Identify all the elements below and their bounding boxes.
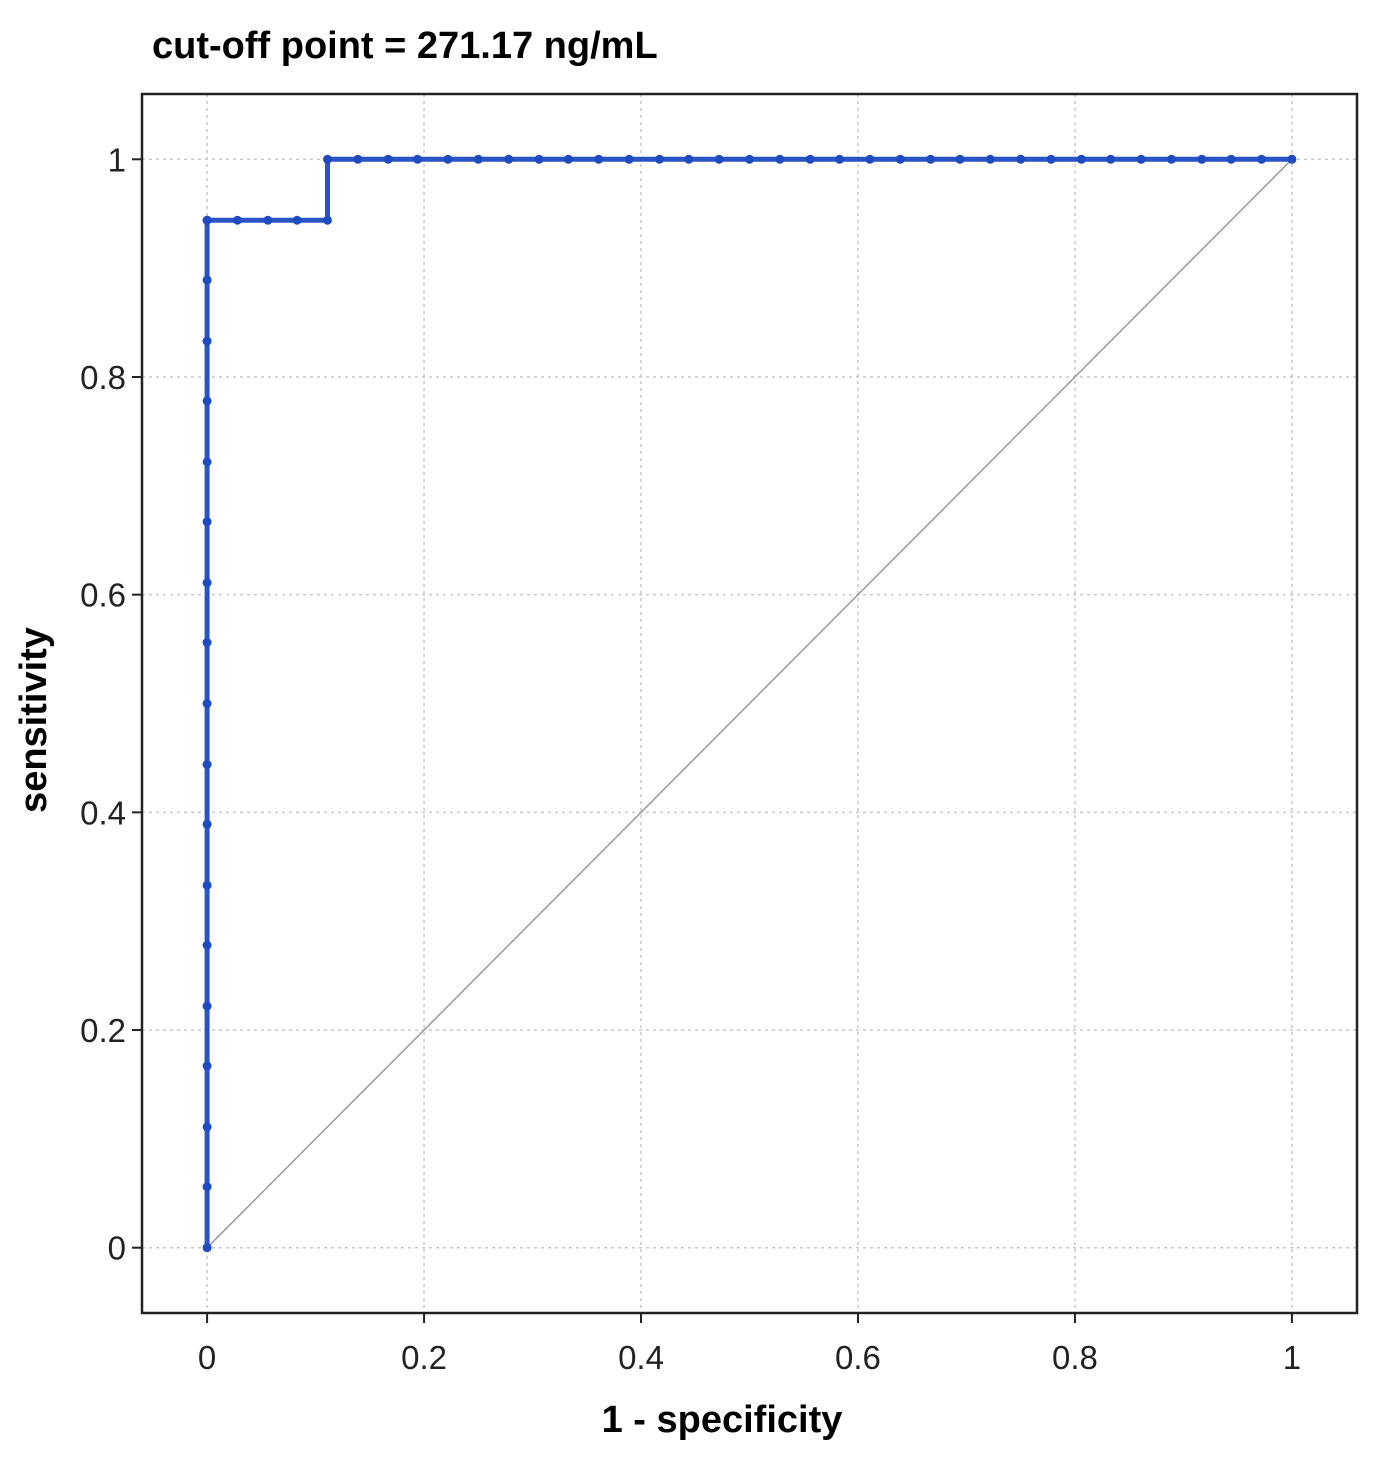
- roc-point: [263, 215, 273, 225]
- roc-point: [202, 215, 212, 225]
- roc-point: [624, 154, 634, 164]
- roc-point: [202, 457, 212, 467]
- y-axis-ticks: 0 0.2 0.4 0.6 0.8 1: [80, 141, 142, 1267]
- roc-point: [202, 1122, 212, 1132]
- roc-point: [835, 154, 845, 164]
- y-tick-label: 0.2: [80, 1012, 126, 1049]
- roc-point: [202, 638, 212, 648]
- roc-point: [202, 275, 212, 285]
- roc-point: [714, 154, 724, 164]
- y-tick-label: 0.4: [80, 794, 126, 831]
- roc-point: [202, 819, 212, 829]
- roc-point: [1106, 154, 1116, 164]
- y-tick-label: 1: [108, 141, 126, 178]
- roc-point: [1226, 154, 1236, 164]
- x-axis-ticks: 0 0.2 0.4 0.6 0.8 1: [198, 1313, 1301, 1376]
- roc-point: [654, 154, 664, 164]
- y-tick-label: 0.8: [80, 359, 126, 396]
- roc-point: [232, 215, 242, 225]
- roc-point: [202, 940, 212, 950]
- x-tick-label: 0.4: [618, 1339, 664, 1376]
- roc-point: [684, 154, 694, 164]
- roc-point: [353, 154, 363, 164]
- roc-point: [1016, 154, 1026, 164]
- plot-frame: [140, 92, 1359, 1315]
- roc-point: [292, 215, 302, 225]
- roc-point: [1257, 154, 1267, 164]
- roc-point: [1197, 154, 1207, 164]
- x-tick-label: 0.6: [835, 1339, 881, 1376]
- roc-point: [745, 154, 754, 164]
- roc-point: [563, 154, 573, 164]
- x-tick-label: 0.8: [1052, 1339, 1098, 1376]
- roc-point: [443, 154, 453, 164]
- roc-point: [985, 154, 995, 164]
- roc-point: [805, 154, 815, 164]
- roc-point: [323, 215, 333, 225]
- roc-point: [926, 154, 936, 164]
- x-tick-label: 0: [198, 1339, 216, 1376]
- roc-point: [865, 154, 875, 164]
- roc-point: [202, 396, 212, 406]
- roc-series: [202, 154, 1297, 1253]
- roc-point: [323, 154, 333, 164]
- roc-point: [504, 154, 514, 164]
- roc-point: [413, 154, 423, 164]
- roc-point: [202, 1243, 212, 1253]
- roc-point: [955, 154, 965, 164]
- roc-point: [473, 154, 483, 164]
- chart-title: cut-off point = 271.17 ng/mL: [152, 25, 658, 67]
- roc-point: [1287, 154, 1297, 164]
- roc-point: [202, 336, 212, 346]
- roc-point: [202, 1061, 212, 1071]
- roc-point: [1166, 154, 1176, 164]
- roc-point: [202, 1001, 212, 1011]
- roc-point: [1136, 154, 1146, 164]
- roc-point: [775, 154, 785, 164]
- roc-point: [383, 154, 393, 164]
- roc-point: [594, 154, 604, 164]
- roc-point: [202, 699, 212, 708]
- x-tick-label: 0.2: [401, 1339, 447, 1376]
- roc-point: [895, 154, 905, 164]
- roc-point: [1076, 154, 1086, 164]
- roc-point: [202, 517, 212, 527]
- x-tick-label: 1: [1283, 1339, 1301, 1376]
- y-tick-label: 0.6: [80, 577, 126, 614]
- reference-diagonal: [206, 158, 1293, 1249]
- roc-point: [202, 880, 212, 890]
- roc-point: [202, 578, 212, 588]
- roc-point: [202, 759, 212, 769]
- roc-point: [1046, 154, 1056, 164]
- x-axis-label: 1 - specificity: [602, 1399, 843, 1441]
- y-axis-label: sensitivity: [13, 627, 55, 813]
- roc-point: [534, 154, 544, 164]
- roc-point: [202, 1182, 212, 1192]
- y-tick-label: 0: [108, 1230, 126, 1267]
